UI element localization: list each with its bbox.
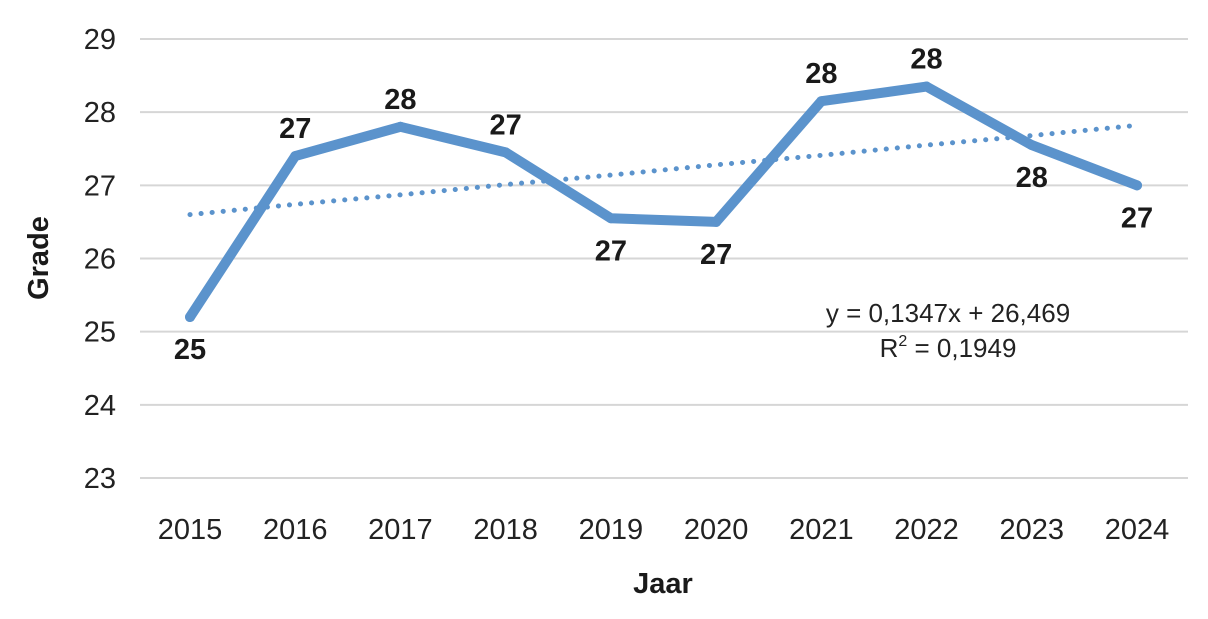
data-label: 25 [174, 334, 206, 366]
x-tick-label: 2016 [263, 514, 328, 546]
y-tick-label: 24 [84, 390, 116, 422]
data-label: 27 [595, 235, 627, 267]
trendline [187, 122, 1140, 218]
r-squared-exponent: 2 [898, 333, 907, 350]
r-squared-value: = 0,1949 [907, 333, 1016, 363]
gridlines [140, 38, 1188, 479]
x-tick-label: 2022 [894, 514, 959, 546]
data-point [816, 96, 827, 107]
x-tick-label: 2020 [684, 514, 749, 546]
data-point [185, 312, 195, 323]
x-tick-label: 2019 [579, 514, 644, 546]
data-point [395, 121, 406, 132]
data-point [921, 81, 932, 92]
y-axis-ticks: 23 24 25 26 27 28 29 [84, 24, 116, 495]
data-label: 28 [910, 44, 942, 76]
data-point [711, 216, 722, 227]
y-tick-label: 29 [84, 24, 116, 56]
trendline-equation: y = 0,1347x + 26,469 [826, 298, 1070, 328]
data-point [1026, 140, 1037, 151]
series [185, 81, 1142, 323]
y-tick-label: 28 [84, 97, 116, 129]
r-squared-prefix: R [880, 333, 899, 363]
x-tick-label: 2021 [789, 514, 854, 546]
data-point [290, 151, 301, 162]
x-tick-label: 2015 [158, 514, 223, 546]
trendline-r-squared: R2 = 0,1949 [880, 333, 1017, 363]
data-label: 28 [1016, 162, 1048, 194]
data-point [1132, 180, 1142, 191]
data-point [605, 213, 616, 224]
y-tick-label: 25 [84, 317, 116, 349]
x-tick-label: 2018 [473, 514, 538, 546]
trendline-path [187, 122, 1140, 218]
y-axis-title: Grade [23, 216, 55, 300]
series-line [185, 81, 1142, 323]
x-axis-ticks: 2015 2016 2017 2018 2019 2020 2021 2022 2023 2024 [158, 514, 1170, 546]
data-label: 28 [805, 58, 837, 90]
y-tick-label: 26 [84, 244, 116, 276]
data-label: 27 [1121, 202, 1153, 234]
data-label: 28 [384, 84, 416, 116]
x-tick-label: 2017 [368, 514, 433, 546]
data-point [500, 147, 511, 158]
data-label: 27 [490, 109, 522, 141]
data-labels: 25 27 28 27 27 27 28 28 28 27 [174, 44, 1153, 366]
y-tick-label: 23 [84, 463, 116, 495]
x-tick-label: 2024 [1105, 514, 1170, 546]
y-tick-label: 27 [84, 170, 116, 202]
data-label: 27 [700, 239, 732, 271]
x-tick-label: 2023 [1000, 514, 1065, 546]
x-axis-title: Jaar [633, 568, 693, 600]
data-label: 27 [279, 113, 311, 145]
